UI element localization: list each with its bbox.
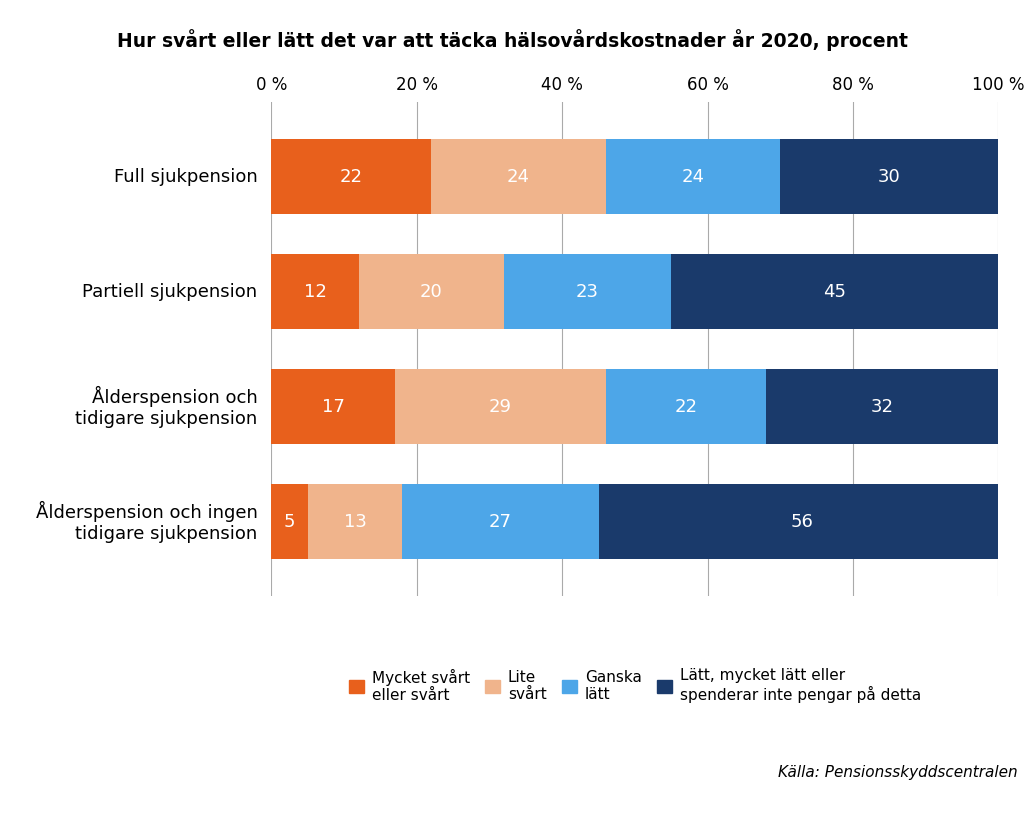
Text: Hur svårt eller lätt det var att täcka hälsovårdskostnader år 2020, procent: Hur svårt eller lätt det var att täcka h… [117, 29, 907, 51]
Bar [271, 254, 358, 329]
Text: 56: 56 [791, 513, 813, 531]
Text: 29: 29 [488, 398, 512, 416]
Bar [307, 484, 402, 559]
Legend: Mycket svårt
eller svårt, Lite
svårt, Ganska
lätt, Lätt, mycket lätt eller
spend: Mycket svårt eller svårt, Lite svårt, Ga… [348, 668, 922, 703]
Text: 32: 32 [870, 398, 894, 416]
Bar [271, 484, 307, 559]
Text: 24: 24 [682, 167, 705, 185]
Bar [504, 254, 672, 329]
Text: 23: 23 [577, 283, 599, 301]
Text: 45: 45 [823, 283, 846, 301]
Text: 12: 12 [303, 283, 327, 301]
Text: Källa: Pensionsskyddscentralen: Källa: Pensionsskyddscentralen [778, 766, 1018, 780]
Text: 27: 27 [488, 513, 512, 531]
Bar [431, 140, 606, 214]
Text: 5: 5 [284, 513, 295, 531]
Text: 22: 22 [340, 167, 362, 185]
Bar [271, 140, 431, 214]
Text: 24: 24 [507, 167, 530, 185]
Text: 17: 17 [322, 398, 345, 416]
Bar [402, 484, 598, 559]
Text: 13: 13 [343, 513, 367, 531]
Bar [395, 369, 606, 444]
Text: 22: 22 [674, 398, 697, 416]
Bar [606, 369, 766, 444]
Bar [271, 369, 395, 444]
Bar [766, 369, 998, 444]
Text: 20: 20 [420, 283, 442, 301]
Bar [598, 484, 1006, 559]
Bar [358, 254, 504, 329]
Bar [672, 254, 998, 329]
Bar [780, 140, 998, 214]
Text: 30: 30 [878, 167, 901, 185]
Bar [606, 140, 780, 214]
